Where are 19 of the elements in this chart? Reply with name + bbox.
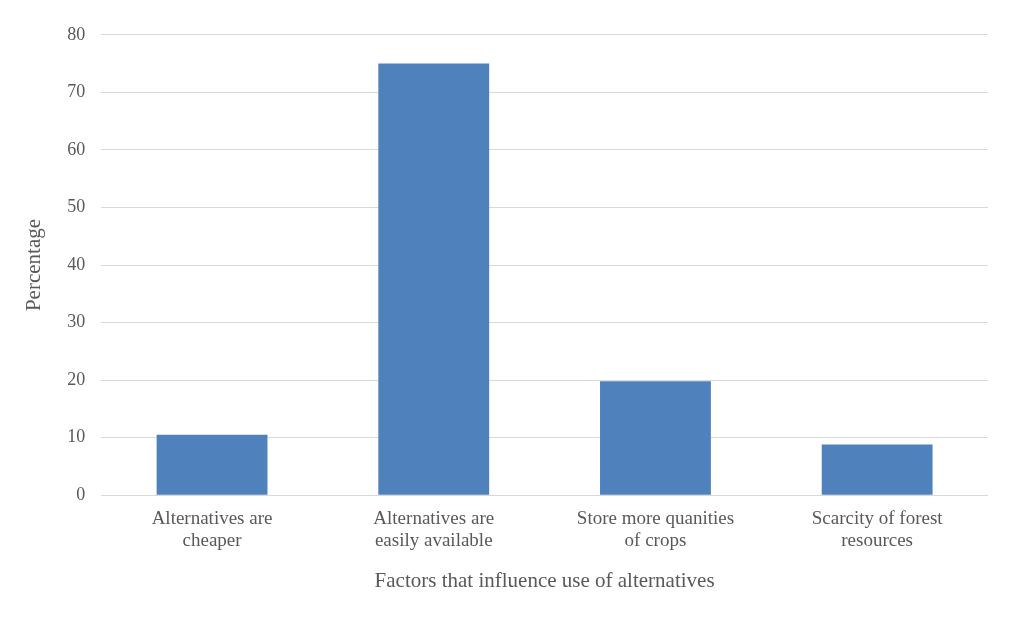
y-tick-label: 0 (76, 483, 86, 504)
y-tick-label: 10 (67, 426, 86, 447)
y-tick-label: 30 (67, 311, 86, 332)
bar (378, 63, 490, 495)
x-tick-label: Alternatives are easily available (373, 506, 495, 551)
x-tick-label: Scarcity of forest resources (811, 506, 944, 551)
y-tick-label: 40 (67, 253, 86, 274)
bar (156, 434, 268, 495)
bar (600, 381, 711, 495)
x-axis-title: Factors that influence use of alternatives (374, 567, 715, 592)
x-tick-label: Alternatives are cheaper (151, 506, 273, 551)
y-tick-label: 80 (67, 23, 86, 44)
x-tick-label: Store more quanities of crops (576, 506, 735, 551)
y-axis-title: Percentage (21, 218, 46, 312)
y-tick-label: 20 (67, 368, 86, 389)
bar (821, 444, 933, 495)
y-tick-label: 50 (67, 196, 86, 217)
y-tick-label: 60 (67, 138, 86, 159)
y-tick-label: 70 (67, 81, 86, 102)
